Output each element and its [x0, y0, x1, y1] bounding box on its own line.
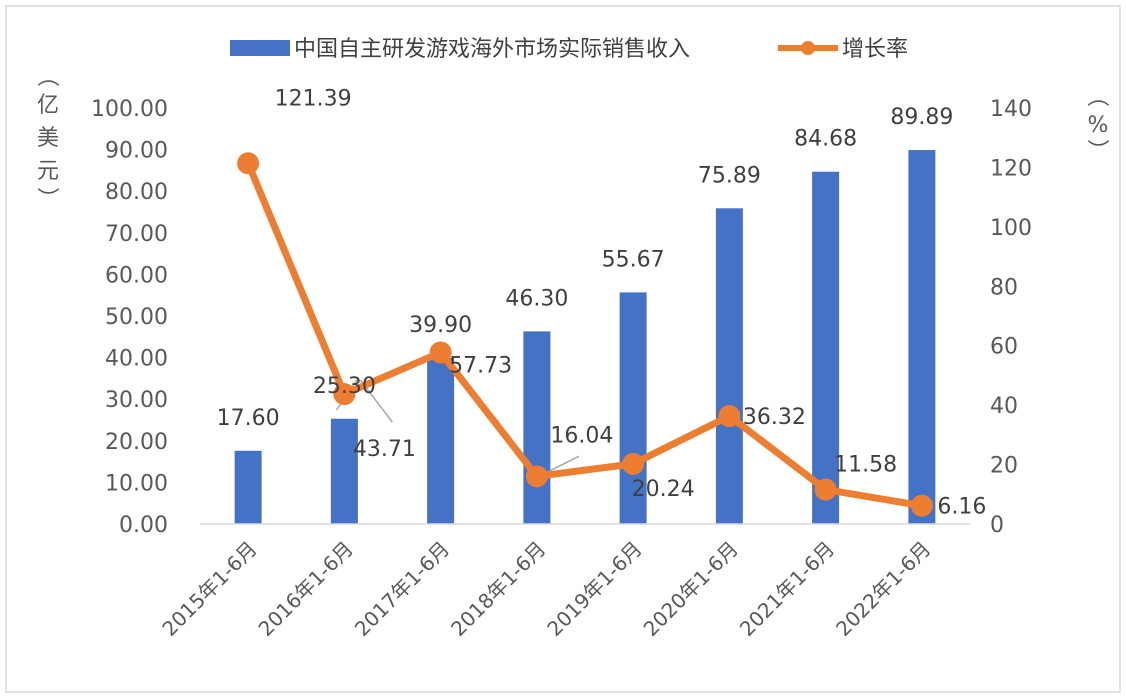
bar: [427, 358, 455, 524]
bar: [523, 331, 551, 524]
y-right-ticks: 140 120 100 80 60 40 20 0: [990, 97, 1032, 538]
y-right-tick-label: 20: [990, 454, 1018, 479]
y-left-tick-label: 0.00: [119, 513, 168, 538]
bar: [234, 450, 262, 524]
y-right-tick-label: 0: [990, 513, 1004, 538]
bars: [234, 150, 936, 524]
y-left-unit-char: 元: [37, 159, 59, 184]
y-left-tick-label: 70.00: [105, 222, 168, 247]
y-right-tick-label: 120: [990, 156, 1032, 181]
y-left-unit-char: 美: [37, 126, 59, 151]
line-value-label: 36.32: [743, 405, 806, 430]
growth-point: [429, 341, 452, 364]
bar-value-label: 25.30: [313, 374, 376, 399]
legend-line-marker: [801, 41, 815, 55]
bar: [619, 292, 647, 524]
y-right-unit-char: ）: [1084, 139, 1109, 161]
legend-line-label: 增长率: [842, 37, 908, 62]
growth-point: [910, 494, 933, 517]
y-left-unit-text: 美: [37, 126, 59, 151]
y-right-unit-text: ）: [1084, 139, 1109, 161]
bar: [908, 150, 936, 524]
y-left-unit: （ 亿美元 ）: [34, 65, 59, 209]
bar-value-label: 46.30: [505, 286, 568, 311]
line-value-label: 11.58: [834, 453, 897, 478]
y-left-tick-label: 10.00: [105, 471, 168, 496]
legend: 中国自主研发游戏海外市场实际销售收入 增长率: [230, 37, 908, 62]
y-right-tick-label: 40: [990, 394, 1018, 419]
legend-bar-label: 中国自主研发游戏海外市场实际销售收入: [294, 37, 690, 62]
leader-line: [546, 455, 580, 474]
bar-value-label: 84.68: [794, 127, 857, 152]
y-left-unit-text: （: [34, 65, 59, 87]
y-left-unit-char: ）: [34, 187, 59, 209]
y-left-unit-char: 亿: [37, 93, 59, 118]
bar-value-label: 75.89: [698, 163, 761, 188]
y-right-unit-text: （: [1084, 85, 1109, 107]
bar-value-label: 55.67: [602, 247, 665, 272]
bar: [812, 171, 840, 524]
growth-line: [237, 152, 933, 517]
growth-point: [237, 152, 260, 175]
line-value-label: 20.24: [632, 477, 695, 502]
y-right-tick-label: 100: [990, 216, 1032, 241]
legend-bar-swatch: [230, 40, 290, 56]
y-left-tick-label: 30.00: [105, 388, 168, 413]
line-labels: 121.39 43.71 57.73 16.04 20.24 36.32 11.58 6.16: [275, 86, 987, 519]
line-value-label: 57.73: [449, 353, 512, 378]
y-left-tick-label: 100.00: [91, 97, 168, 122]
bar-value-label: 17.60: [217, 406, 280, 431]
y-left-tick-label: 80.00: [105, 180, 168, 205]
line-value-label: 6.16: [937, 495, 986, 520]
line-value-label: 43.71: [353, 437, 416, 462]
legend-item-line: 增长率: [778, 37, 908, 62]
growth-point: [333, 383, 356, 406]
growth-point: [525, 465, 548, 488]
y-left-unit-text: 亿: [37, 93, 59, 118]
y-right-unit-text: %: [1088, 113, 1109, 138]
y-right-tick-label: 60: [990, 335, 1018, 360]
y-left-tick-label: 40.00: [105, 347, 168, 372]
y-right-tick-label: 140: [990, 97, 1032, 122]
growth-polyline: [244, 159, 926, 510]
y-left-tick-label: 60.00: [105, 263, 168, 288]
legend-item-bar: 中国自主研发游戏海外市场实际销售收入: [230, 37, 690, 62]
bar-labels: 17.60 25.30 39.90 46.30 55.67 75.89 84.68 89.89: [217, 105, 954, 431]
bar: [330, 418, 358, 524]
y-left-tick-label: 20.00: [105, 430, 168, 455]
line-value-label: 16.04: [550, 423, 613, 448]
bar-value-label: 39.90: [409, 313, 472, 338]
y-right-unit-char: %: [1088, 113, 1109, 138]
y-left-ticks: 100.00 90.00 80.00 70.00 60.00 50.00 40.00 30.0…: [91, 97, 168, 538]
growth-point: [814, 478, 837, 501]
y-right-tick-label: 80: [990, 275, 1018, 300]
y-right-unit-char: （: [1084, 85, 1109, 107]
y-left-unit-char: （: [34, 65, 59, 87]
y-left-tick-label: 50.00: [105, 305, 168, 330]
growth-point: [622, 452, 645, 475]
growth-point: [718, 405, 741, 428]
y-left-unit-text: ）: [34, 187, 59, 209]
bar: [715, 208, 743, 524]
y-left-unit-text: 元: [37, 159, 59, 184]
bar-value-label: 89.89: [890, 105, 953, 130]
y-right-unit: （%）: [1084, 85, 1109, 161]
y-left-tick-label: 90.00: [105, 139, 168, 164]
line-value-label: 121.39: [275, 86, 352, 111]
